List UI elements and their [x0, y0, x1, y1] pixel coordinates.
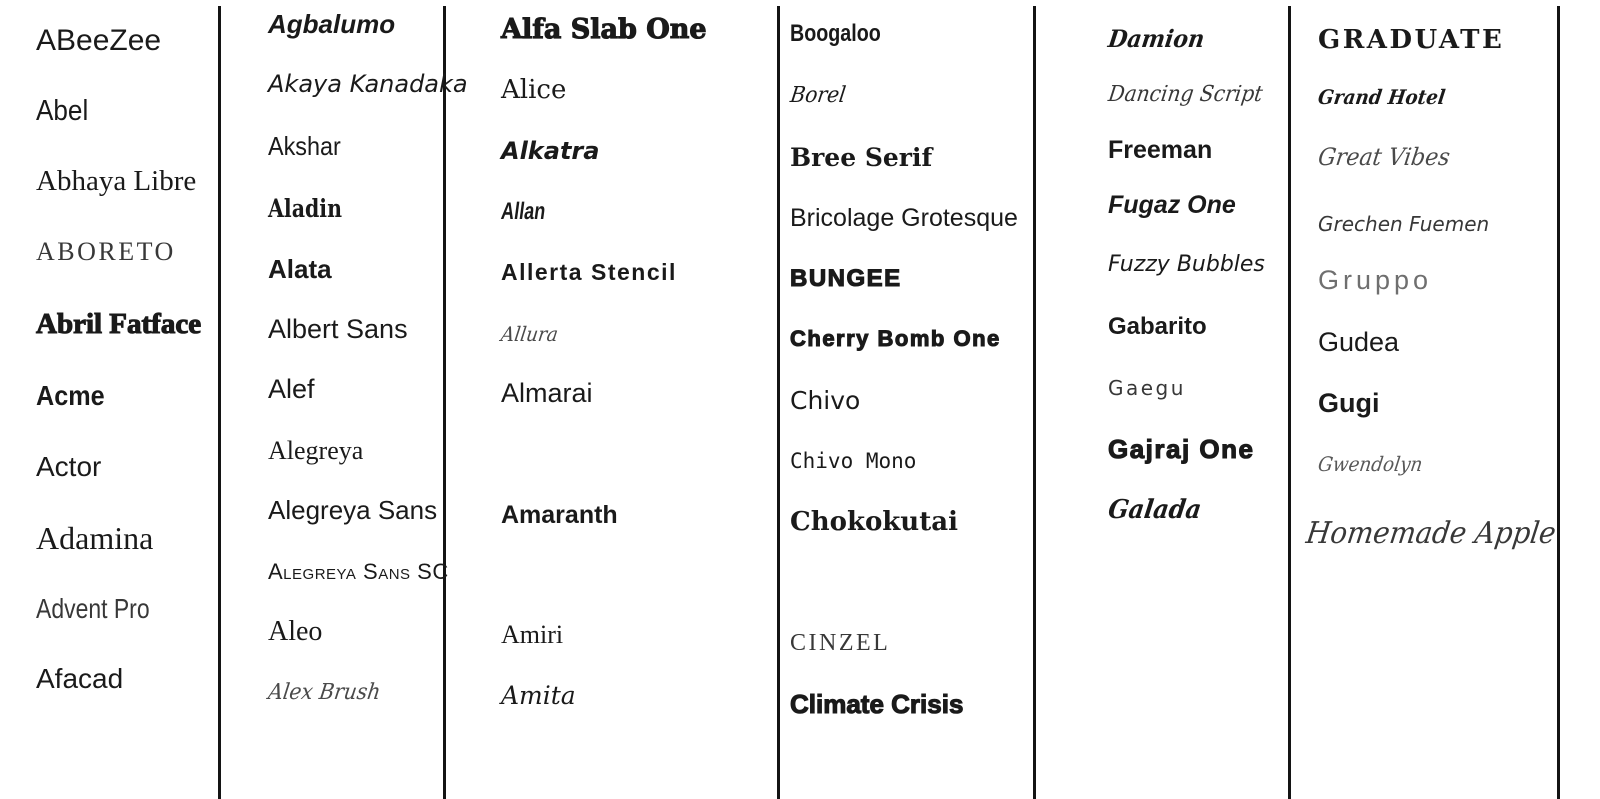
font-alex-brush: Alex Brush: [266, 680, 383, 706]
font-chokokutai: Chokokutai: [790, 506, 958, 537]
font-alef: Alef: [268, 374, 315, 405]
font-homemade-apple: Homemade Apple: [1304, 516, 1558, 552]
font-actor: Actor: [36, 450, 102, 482]
font-graduate: GRADUATE: [1318, 24, 1505, 55]
font-amiri: Amiri: [501, 619, 564, 649]
font-cinzel: CINZEL: [790, 630, 891, 657]
font-akaya-kanadaka: Akaya Kanadaka: [268, 70, 468, 99]
font-acme: Acme: [36, 379, 105, 411]
font-aladin: Aladin: [268, 193, 343, 223]
font-akshar: Akshar: [268, 130, 341, 161]
font-aleo: Aleo: [268, 615, 323, 647]
font-gruppo: Gruppo: [1318, 265, 1433, 296]
font-adamina: Adamina: [36, 520, 154, 557]
font-amita: Amita: [501, 680, 576, 710]
font-abel: Abel: [36, 95, 89, 128]
font-abeezee: ABeeZee: [36, 24, 162, 58]
font-boogaloo: Boogaloo: [790, 20, 881, 48]
font-amaranth: Amaranth: [501, 500, 618, 529]
font-bungee: BUNGEE: [789, 265, 902, 293]
font-grand-hotel: Grand Hotel: [1316, 84, 1447, 109]
font-climate-crisis: Climate Crisis: [789, 688, 964, 719]
font-alegreya-sans-sc: Alegreya Sans SC: [268, 559, 449, 585]
font-alfa-slab-one: Alfa Slab One: [500, 14, 707, 46]
font-freeman: Freeman: [1108, 135, 1213, 164]
font-advent-pro: Advent Pro: [36, 592, 150, 624]
font-alkatra: Alkatra: [501, 137, 600, 166]
font-gudea: Gudea: [1318, 327, 1400, 358]
font-abril-fatface: Abril Fatface: [35, 308, 202, 341]
font-afacad: Afacad: [36, 662, 124, 694]
font-gajraj-one: Gajraj One: [1107, 433, 1255, 464]
font-agbalumo: Agbalumo: [268, 8, 396, 39]
font-aboreto: ABORETO: [36, 236, 176, 266]
column-divider: [1557, 6, 1560, 799]
font-alata: Alata: [268, 253, 332, 284]
font-allerta-stencil: Allerta Stencil: [501, 258, 677, 285]
font-fugaz-one: Fugaz One: [1108, 190, 1236, 219]
font-abhaya-libre: Abhaya Libre: [36, 165, 197, 198]
font-bree-serif: Bree Serif: [790, 142, 933, 172]
font-damion: Damion: [1106, 24, 1207, 54]
font-grechen-fuemen: Grechen Fuemen: [1318, 211, 1490, 236]
column-divider: [443, 6, 446, 799]
font-gabarito: Gabarito: [1108, 313, 1207, 341]
font-borel: Borel: [788, 83, 848, 109]
font-bricolage-grotesque: Bricolage Grotesque: [790, 203, 1018, 232]
font-alegreya: Alegreya: [268, 435, 364, 465]
font-albert-sans: Albert Sans: [268, 314, 408, 345]
font-dancing-script: Dancing Script: [1106, 82, 1265, 108]
column-divider: [777, 6, 780, 799]
font-almarai: Almarai: [501, 378, 593, 409]
column-divider: [1288, 6, 1291, 799]
font-fuzzy-bubbles: Fuzzy Bubbles: [1108, 252, 1265, 278]
font-gwendolyn: Gwendolyn: [1316, 451, 1425, 476]
font-gugi: Gugi: [1318, 388, 1380, 419]
font-alegreya-sans: Alegreya Sans: [268, 494, 438, 525]
font-alice: Alice: [501, 74, 567, 105]
column-divider: [218, 6, 221, 799]
font-galada: Galada: [1106, 494, 1204, 525]
font-great-vibes: Great Vibes: [1316, 143, 1452, 172]
font-cherry-bomb-one: Cherry Bomb One: [789, 326, 1001, 352]
font-gaegu: Gaegu: [1108, 375, 1186, 400]
font-allura: Allura: [499, 321, 560, 346]
font-chivo-mono: Chivo Mono: [790, 448, 917, 473]
column-divider: [1033, 6, 1036, 799]
font-allan: Allan: [499, 198, 548, 226]
font-chivo: Chivo: [790, 385, 861, 415]
